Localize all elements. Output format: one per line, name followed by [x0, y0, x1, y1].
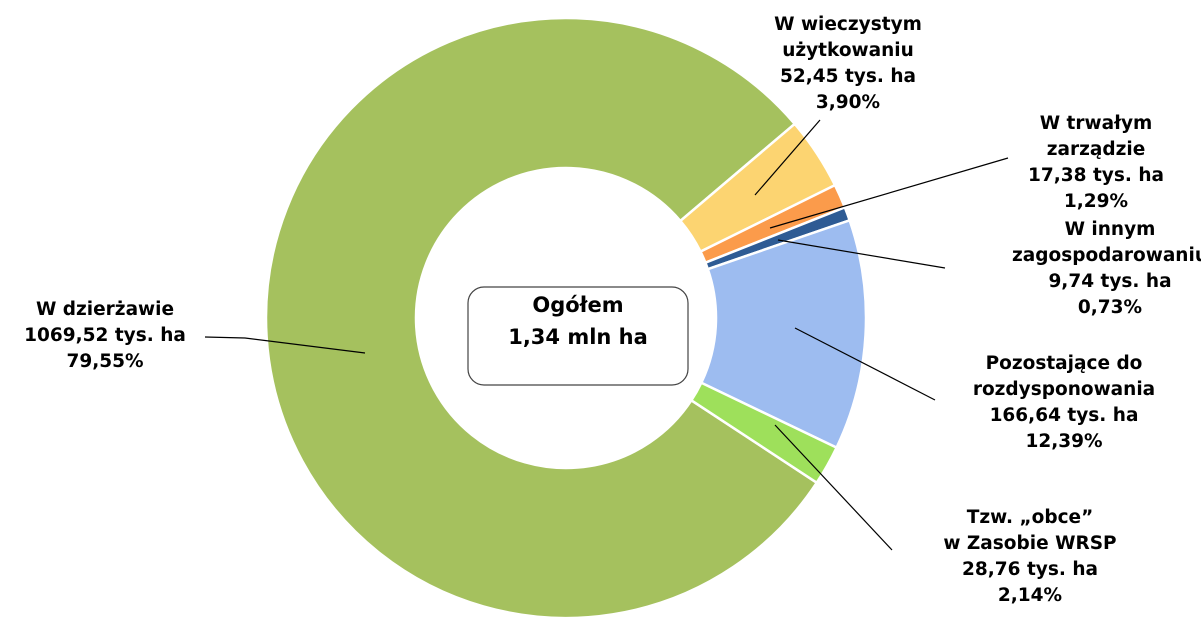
segment-label: Tzw. „obce” [967, 507, 1094, 528]
segment-label: zarządzie [1047, 139, 1146, 160]
leader-line [774, 424, 893, 551]
area-label: 17,38 tys. ha [1028, 165, 1164, 186]
segment-label: W wieczystym [774, 14, 922, 35]
segment-label: Pozostające do [986, 353, 1143, 374]
area-label: 166,64 tys. ha [990, 405, 1139, 426]
area-label: 1069,52 tys. ha [24, 325, 186, 346]
leader-line [794, 327, 936, 401]
segment-label: użytkowaniu [782, 40, 914, 61]
value-label: 0,73% [1078, 297, 1142, 318]
center-box [467, 286, 689, 386]
segment-label: W dzierżawie [36, 299, 174, 320]
value-label: 79,55% [66, 351, 143, 372]
leader-line [769, 157, 1009, 229]
area-label: 9,74 tys. ha [1048, 271, 1171, 292]
value-label: 12,39% [1025, 431, 1102, 452]
segment-label: W innym [1065, 219, 1156, 240]
leader-line [204, 336, 366, 354]
segment-label: rozdysponowania [973, 379, 1155, 400]
area-label: 52,45 tys. ha [780, 66, 916, 87]
center-label: Ogółem [532, 293, 623, 317]
area-label: 28,76 tys. ha [962, 559, 1098, 580]
donut-segment [699, 218, 868, 450]
donut-segment [689, 381, 839, 485]
center-label: 1,34 mln ha [508, 325, 648, 349]
segment-label: W trwałym [1040, 113, 1153, 134]
segment-label: zagospodarowaniu [1012, 245, 1201, 266]
value-label: 3,90% [816, 92, 880, 113]
leader-line [754, 119, 821, 196]
donut-segment [264, 16, 819, 620]
value-label: 2,14% [998, 585, 1062, 606]
leader-line [777, 239, 946, 269]
segment-label: w Zasobie WRSP [943, 533, 1116, 554]
value-label: 1,29% [1064, 191, 1128, 212]
